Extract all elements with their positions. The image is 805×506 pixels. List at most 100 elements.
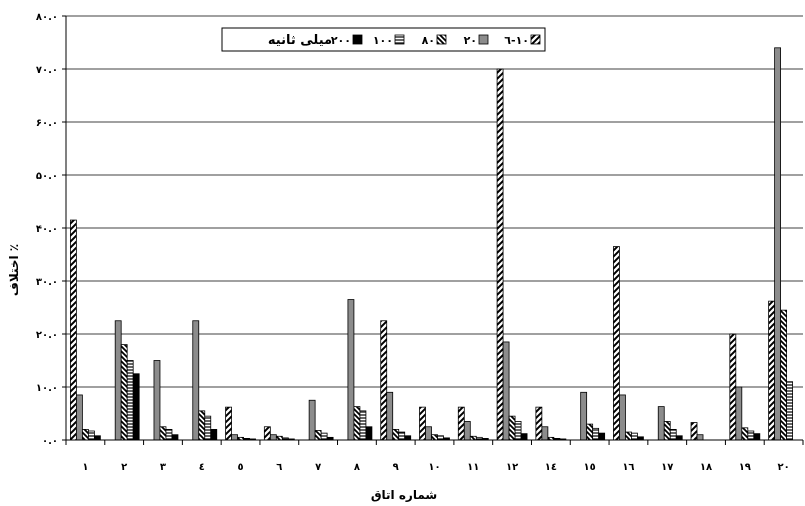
bar <box>231 434 238 441</box>
y-tick-label: ۱۰.۰ <box>36 383 58 394</box>
x-tick-label: ۸ <box>354 462 360 473</box>
bar <box>210 428 218 441</box>
bar <box>69 219 77 441</box>
legend-label: ٦-۱۰ <box>504 34 529 47</box>
legend-swatch <box>478 34 489 45</box>
bar <box>263 426 271 441</box>
bar <box>780 309 788 441</box>
bar <box>598 432 606 441</box>
y-axis-title: اختلاف ٪ <box>7 244 21 296</box>
bar <box>469 435 477 441</box>
bar <box>729 333 737 441</box>
bar <box>120 344 128 441</box>
gridlines <box>66 15 803 388</box>
y-tick-label: ۵۰.۰ <box>36 171 58 182</box>
x-tick-label: ۲ <box>121 462 127 473</box>
x-tick-label: ١٩ <box>739 462 751 473</box>
bar <box>514 421 522 441</box>
x-tick-label: ۹ <box>393 462 399 473</box>
bar <box>541 426 549 441</box>
x-tick-label: ۱۱ <box>467 462 479 473</box>
x-tick-label: ۱ <box>82 462 88 473</box>
legend-swatch <box>352 34 363 45</box>
x-tick-label: ۲۰ <box>777 462 789 473</box>
bar <box>75 394 83 441</box>
bar <box>592 427 600 441</box>
bar <box>93 435 101 441</box>
bar <box>204 415 212 441</box>
bar <box>275 435 283 441</box>
legend-swatch <box>530 34 541 45</box>
x-axis-title: شماره اتاق <box>371 488 437 502</box>
x-tick-label: ١٤ <box>545 462 557 473</box>
bar <box>631 432 638 441</box>
bar <box>502 341 510 441</box>
bar <box>398 431 406 441</box>
bar <box>192 320 200 441</box>
x-tick-label: ۱٥ <box>584 462 596 473</box>
bar <box>675 435 683 441</box>
bar <box>126 360 134 441</box>
bar <box>386 391 394 441</box>
bars <box>69 47 794 441</box>
bar <box>165 428 173 441</box>
x-tick-label: ٦ <box>276 462 282 473</box>
bar <box>786 381 794 441</box>
bar <box>657 406 665 441</box>
bar <box>457 406 465 441</box>
bar <box>353 406 361 441</box>
bar <box>365 426 373 441</box>
bar <box>619 394 626 441</box>
bar <box>81 428 89 441</box>
x-tick-label: ۱۷ <box>661 462 673 473</box>
legend-label: ۱۰۰ <box>373 34 393 47</box>
bar <box>774 47 782 441</box>
bar <box>132 373 140 441</box>
x-tick-label: ۱۲ <box>506 462 518 473</box>
x-tick-label: ١٨ <box>700 462 712 473</box>
legend-box <box>221 27 546 52</box>
x-tick-label: ۷ <box>315 462 321 473</box>
x-tick-label: ٤ <box>199 462 205 473</box>
bar <box>696 434 704 441</box>
bar <box>768 300 776 441</box>
y-tick-label: ۶۰.۰ <box>36 118 58 129</box>
bar <box>320 432 328 441</box>
y-tick-label: ۸۰.۰ <box>36 12 58 23</box>
x-tick-label: ٥ <box>237 462 243 473</box>
bar <box>314 430 322 441</box>
bar <box>496 68 504 441</box>
bar <box>153 360 161 441</box>
x-axis-ticks: ۱ ۲ ۳ ٤ ٥ ٦ ۷ ۸ ۹ ۱۰ ۱۱ ۱۲ ١٤ ۱٥ ١٦ ۱۷ ١٨ ١٩ ۲۰ <box>65 440 804 473</box>
y-tick-label: ۰.۰ <box>42 436 58 447</box>
bar <box>198 410 206 441</box>
bar <box>269 434 277 441</box>
y-tick-label: ۲۰.۰ <box>36 330 58 341</box>
bar <box>347 299 355 441</box>
bar <box>87 430 95 441</box>
bar <box>753 433 761 441</box>
bar <box>404 435 412 441</box>
bar <box>508 415 516 441</box>
legend-title: میلی ثانیه <box>268 33 332 48</box>
bar <box>580 391 588 441</box>
bar <box>225 406 232 441</box>
bar <box>359 410 367 441</box>
bar <box>425 426 432 441</box>
bar <box>669 428 677 441</box>
bar <box>625 431 632 441</box>
bar <box>735 386 743 441</box>
legend-label: ۸۰ <box>422 34 435 47</box>
bar <box>419 406 426 441</box>
legend-label: ۲۰۰ <box>331 34 351 47</box>
legend-swatch <box>436 34 447 45</box>
bar <box>520 433 528 441</box>
bar <box>431 434 438 441</box>
x-tick-label: ۱۰ <box>428 462 440 473</box>
legend: میلی ثانیه ٦-۱۰ ۲۰ ۸۰ ۱۰۰ ۲۰۰ <box>221 27 546 52</box>
bar <box>159 426 167 441</box>
bar <box>663 421 671 441</box>
bar <box>690 422 698 441</box>
y-axis-ticks: ۰.۰ ۱۰.۰ ۲۰.۰ ۳۰.۰ ۴۰.۰ ۵۰.۰ ۶۰.۰ ۷۰.۰ ۸۰.۰ <box>36 12 66 447</box>
